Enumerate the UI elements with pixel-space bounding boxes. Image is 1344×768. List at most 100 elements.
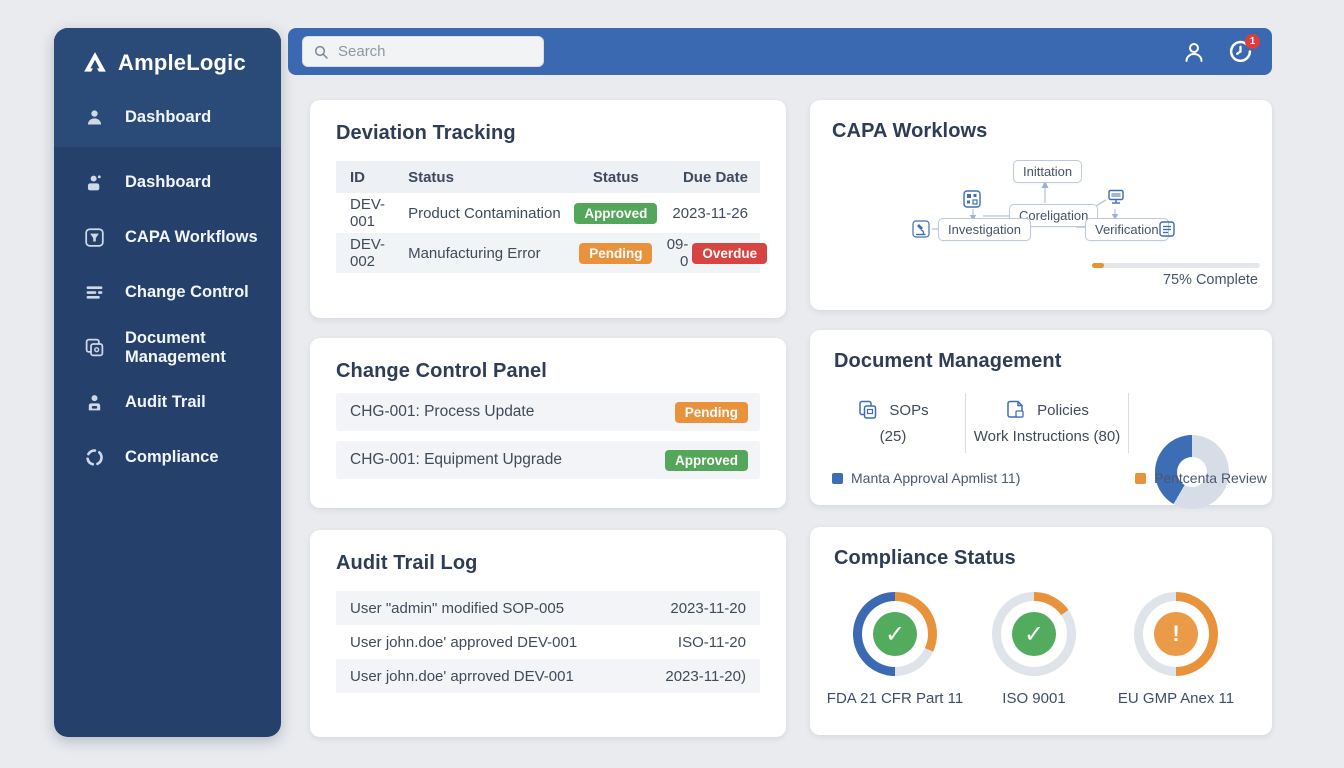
warning-icon: ! (1154, 612, 1198, 656)
flow-node-correlation: Coreligation (1009, 204, 1099, 227)
capa-flow-diagram: Inittation Coreligation Investigation Ve… (810, 100, 1272, 310)
table-row[interactable]: DEV-002 Manufacturing Error Pending 09-0… (336, 233, 768, 273)
card-title: Deviation Tracking (336, 122, 516, 144)
documents-icon (85, 338, 104, 357)
list-item[interactable]: User john.doe' approved DEV-001 ISO-11-2… (336, 625, 760, 659)
sidebar-item-compliance[interactable]: Compliance (54, 430, 281, 485)
sidebar-item-dashboard[interactable]: Dashboard (54, 90, 281, 145)
compliance-ring-fda: ✓ (853, 592, 937, 676)
document-donut-chart (1155, 435, 1229, 509)
topbar: 1 (288, 28, 1272, 75)
compliance-ring-iso: ✓ (992, 592, 1076, 676)
sidebar-item-label: Compliance (125, 448, 219, 466)
search-input[interactable] (338, 43, 518, 60)
list-lines-icon (86, 286, 103, 299)
legend-swatch-blue (832, 472, 843, 484)
card-title: Document Management (834, 350, 1062, 372)
sidebar-item-label: Dashboard (125, 108, 212, 126)
audit-event: User "admin" modified SOP-005 (350, 599, 565, 617)
topbar-actions: 1 (1180, 28, 1260, 75)
amplelogic-logo-icon (84, 52, 106, 72)
document-stats: SOPs (25) Policies Work Instructions (80… (810, 385, 1272, 509)
card-title: CAPA Worklows (832, 120, 988, 142)
list-item[interactable]: User "admin" modified SOP-005 2023-11-20 (336, 591, 760, 625)
document-list-icon (1159, 221, 1175, 237)
sidebar-item-label: Change Control (125, 283, 249, 301)
sidebar-item-capa-workflows[interactable]: CAPA Workflows (54, 210, 281, 265)
compliance-label: ISO 9001 (1002, 690, 1066, 707)
capa-progress-label: 75% Complete (1162, 272, 1258, 288)
sidebar-item-change-control[interactable]: Change Control (54, 265, 281, 320)
microscope-icon (912, 220, 930, 238)
stat-label: SOPs (889, 401, 929, 419)
flow-node-initiation: Inittation (1013, 160, 1083, 183)
sidebar-item-label: CAPA Workflows (125, 228, 258, 246)
sidebar-nav: Dashboard CAPA Workflows Change Control (54, 147, 281, 485)
check-icon: ✓ (873, 612, 917, 656)
compliance-label: EU GMP Anex 11 (1117, 690, 1235, 707)
card-document-management: Document Management SOPs (25) (810, 330, 1272, 509)
clock-icon (1229, 40, 1251, 63)
sidebar-top-section: AmpleLogic Dashboard (54, 28, 281, 147)
col-header-due-date: Due Date (666, 161, 760, 193)
sidebar-item-audit-trail[interactable]: Audit Trail (54, 375, 281, 430)
card-audit-trail: Audit Trail Log User "admin" modified SO… (310, 530, 786, 737)
notifications-button[interactable]: 1 (1226, 33, 1260, 66)
sidebar-item-document-management[interactable]: Document Management (54, 320, 281, 375)
sidebar-item-label: Dashboard (125, 173, 212, 191)
card-capa-workflows: CAPA Worklows (810, 100, 1272, 310)
notification-badge: 1 (1245, 33, 1260, 49)
status-badge: Approved (664, 449, 748, 471)
stat-label: Policies (1037, 401, 1089, 419)
sidebar-item-dashboard-2[interactable]: Dashboard (54, 155, 281, 210)
capa-progress-bar (1092, 263, 1260, 268)
audit-date: 2023-11-20 (670, 599, 746, 617)
list-item[interactable]: User john.doe' aprroved DEV-001 2023-11-… (336, 659, 760, 693)
cell-description: Manufacturing Error (408, 233, 565, 273)
audit-event: User john.doe' aprroved DEV-001 (350, 667, 574, 685)
user-profile-icon (1185, 42, 1203, 62)
cell-id: DEV-002 (336, 233, 409, 273)
card-title: Audit Trail Log (336, 552, 478, 574)
card-title: Compliance Status (834, 547, 1016, 569)
table-header-row: ID Status Status Due Date (336, 161, 760, 193)
card-deviation-tracking: Deviation Tracking ID Status Status Due … (310, 100, 786, 318)
compliance-ring-gmp: ! (1134, 592, 1218, 676)
sidebar-item-label: Audit Trail (125, 393, 206, 411)
capa-progress-fill (1092, 263, 1104, 268)
compliance-label: FDA 21 CFR Part 11 (826, 690, 964, 707)
user-badge-icon (87, 175, 101, 191)
lock-user-icon (88, 395, 101, 411)
user-profile-button[interactable] (1180, 38, 1208, 66)
divider (965, 393, 966, 453)
stat-sops: SOPs (25) (828, 399, 958, 445)
change-label: CHG-001: Equipment Upgrade (350, 451, 562, 468)
user-icon (87, 110, 102, 125)
card-title: Change Control Panel (336, 360, 547, 382)
list-item[interactable]: CHG-001: Equipment Upgrade Approved (336, 441, 760, 479)
divider (1128, 393, 1129, 453)
search-box[interactable] (302, 36, 544, 67)
legend-label: Pentcenta Review (1154, 470, 1267, 486)
audit-date: ISO-11-20 (677, 633, 746, 651)
legend-swatch-orange (1135, 472, 1146, 484)
sidebar: AmpleLogic Dashboard Dashboard (54, 28, 281, 737)
legend-item: Manta Approval Apmlist 11) (832, 470, 1020, 486)
grid-icon (963, 190, 981, 208)
table-row[interactable]: DEV-001 Product Contamination Approved 2… (336, 193, 760, 233)
copy-document-icon (859, 400, 877, 419)
flow-node-investigation: Investigation (938, 218, 1031, 241)
flow-node-verification: Verification (1085, 218, 1169, 241)
stat-value: Work Instructions (80) (973, 428, 1121, 445)
card-change-control: Change Control Panel CHG-001: Process Up… (310, 338, 786, 508)
status-badge: Pending (674, 401, 748, 423)
list-item[interactable]: CHG-001: Process Update Pending (336, 393, 760, 431)
status-badge: Approved (574, 202, 658, 224)
deviation-table: ID Status Status Due Date DEV-001 Produc… (336, 161, 768, 273)
card-compliance-status: Compliance Status ✓ ✓ ! FDA 21 CFR Part … (810, 527, 1272, 735)
audit-list: User "admin" modified SOP-005 2023-11-20… (336, 591, 760, 693)
audit-date: 2023-11-20) (665, 667, 746, 685)
legend-label: Manta Approval Apmlist 11) (851, 470, 1021, 486)
cycle-icon (86, 449, 103, 466)
